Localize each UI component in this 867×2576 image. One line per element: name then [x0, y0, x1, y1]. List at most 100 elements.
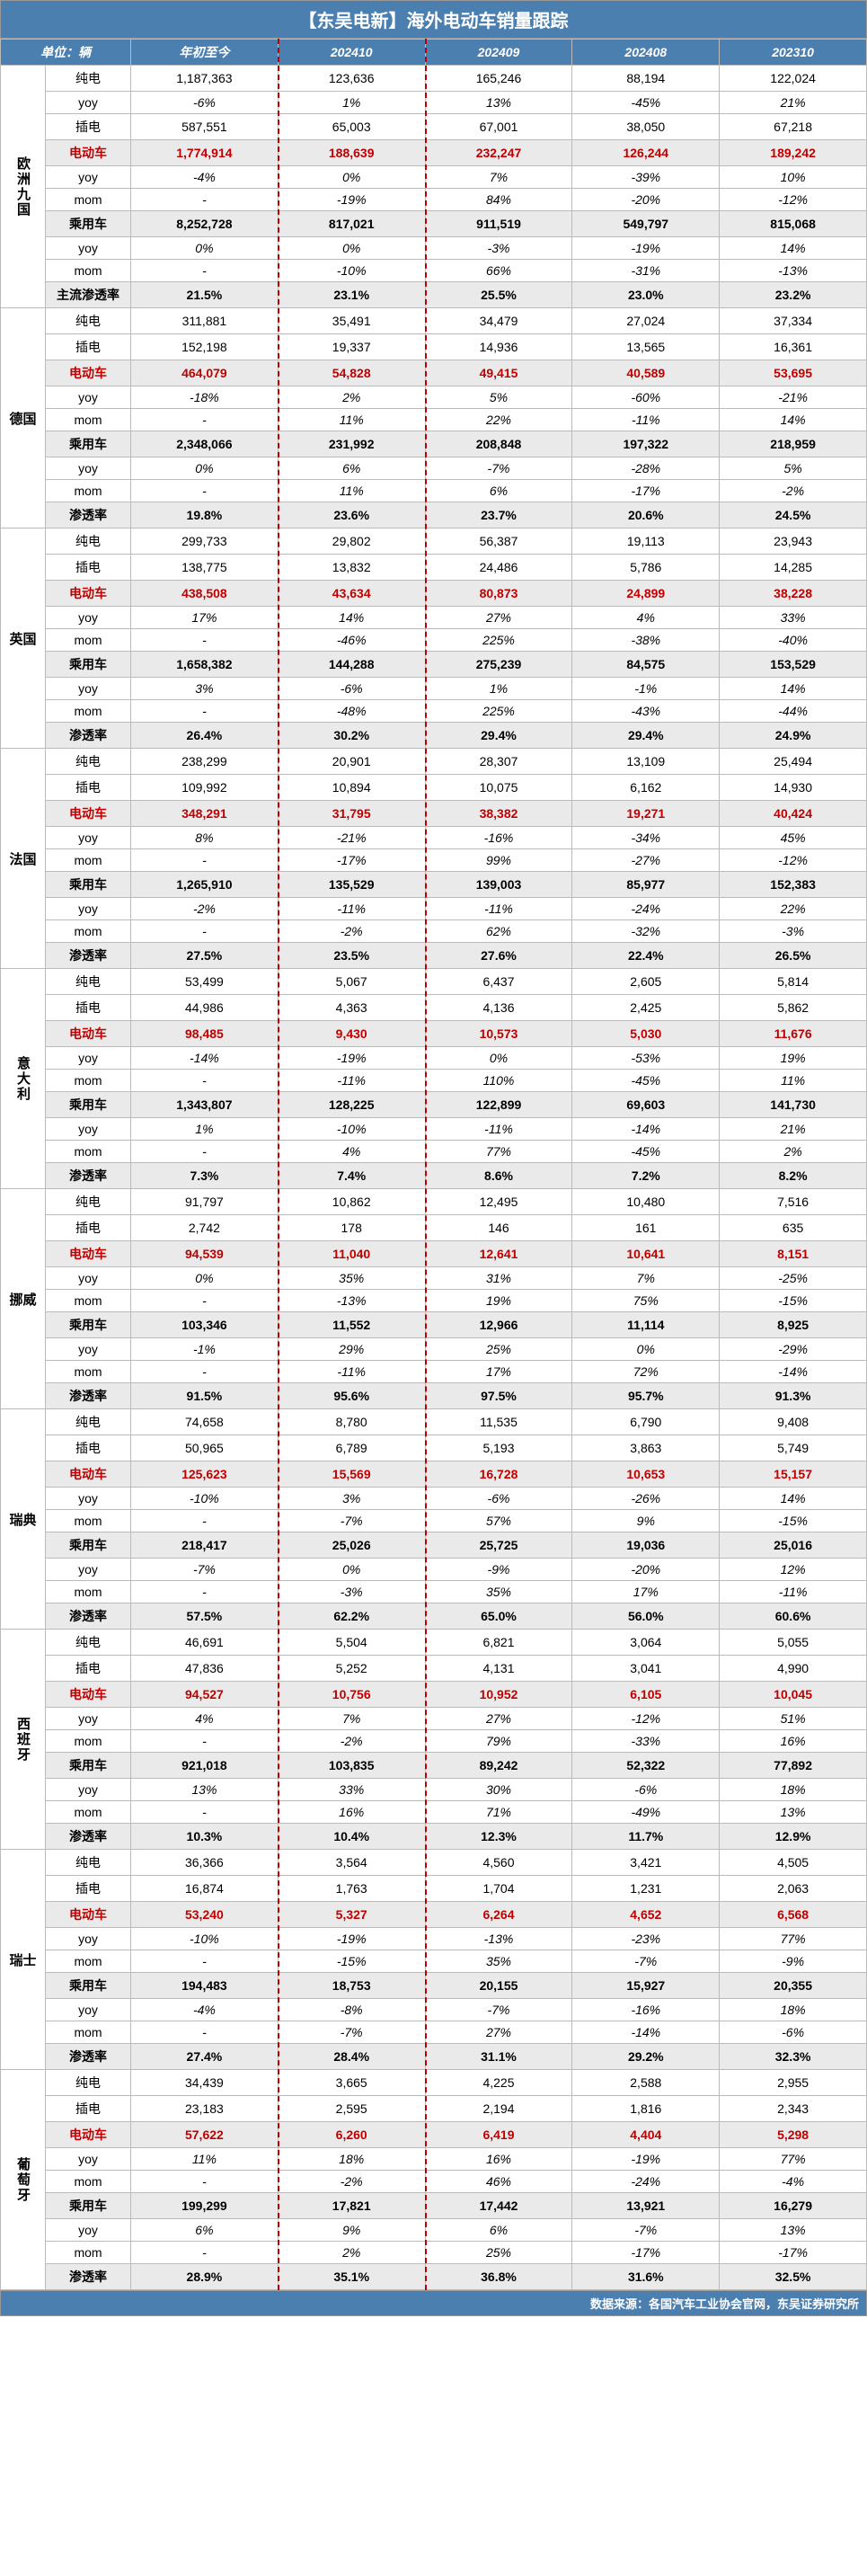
value-cell: 25%	[425, 1338, 572, 1361]
value-cell: 0%	[131, 237, 279, 260]
col-202408: 202408	[572, 40, 720, 66]
table-row: mom--17%99%-27%-12%	[1, 849, 867, 872]
value-cell: -19%	[572, 2148, 720, 2171]
metric-cell: 纯电	[46, 308, 131, 334]
value-cell: 28.9%	[131, 2264, 279, 2290]
value-cell: 2,588	[572, 2070, 720, 2096]
value-cell: -6%	[572, 1779, 720, 1801]
table-row: mom--11%110%-45%11%	[1, 1070, 867, 1092]
table-row: 渗透率27.5%23.5%27.6%22.4%26.5%	[1, 943, 867, 969]
value-cell: -11%	[425, 898, 572, 920]
table-row: 乘用车199,29917,82117,44213,92116,279	[1, 2193, 867, 2219]
value-cell: 10,045	[720, 1682, 867, 1708]
value-cell: -26%	[572, 1488, 720, 1510]
table-title: 【东吴电新】海外电动车销量跟踪	[0, 0, 867, 39]
value-cell: -21%	[720, 386, 867, 409]
value-cell: 6,437	[425, 969, 572, 995]
table-row: mom--7%27%-14%-6%	[1, 2021, 867, 2044]
metric-cell: 渗透率	[46, 1163, 131, 1189]
value-cell: 152,198	[131, 334, 279, 360]
value-cell: 28,307	[425, 749, 572, 775]
value-cell: 141,730	[720, 1092, 867, 1118]
value-cell: 152,383	[720, 872, 867, 898]
value-cell: 14%	[720, 1488, 867, 1510]
region-cell: 英国	[1, 529, 46, 749]
value-cell: 20,901	[278, 749, 425, 775]
value-cell: 3,064	[572, 1630, 720, 1656]
metric-cell: mom	[46, 260, 131, 282]
value-cell: 13,832	[278, 555, 425, 581]
value-cell: 80,873	[425, 581, 572, 607]
value-cell: 29,802	[278, 529, 425, 555]
metric-cell: yoy	[46, 386, 131, 409]
value-cell: -7%	[572, 2219, 720, 2242]
value-cell: 1,704	[425, 1876, 572, 1902]
value-cell: -16%	[572, 1999, 720, 2021]
metric-cell: yoy	[46, 2148, 131, 2171]
value-cell: -11%	[425, 1118, 572, 1141]
value-cell: 65.0%	[425, 1603, 572, 1630]
value-cell: -18%	[131, 386, 279, 409]
value-cell: -45%	[572, 1070, 720, 1092]
value-cell: 8.6%	[425, 1163, 572, 1189]
value-cell: 7,516	[720, 1189, 867, 1215]
table-row: mom--13%19%75%-15%	[1, 1290, 867, 1312]
metric-cell: mom	[46, 2021, 131, 2044]
value-cell: 11,114	[572, 1312, 720, 1338]
value-cell: 16%	[425, 2148, 572, 2171]
table-row: mom-4%77%-45%2%	[1, 1141, 867, 1163]
value-cell: 32.3%	[720, 2044, 867, 2070]
metric-cell: 电动车	[46, 1021, 131, 1047]
value-cell: 6%	[278, 457, 425, 480]
value-cell: -	[131, 1801, 279, 1824]
value-cell: -	[131, 1730, 279, 1753]
value-cell: 84,575	[572, 652, 720, 678]
value-cell: -38%	[572, 629, 720, 652]
metric-cell: 乘用车	[46, 652, 131, 678]
table-row: 瑞士纯电36,3663,5644,5603,4214,505	[1, 1850, 867, 1876]
value-cell: 29%	[278, 1338, 425, 1361]
metric-cell: 插电	[46, 775, 131, 801]
metric-cell: 纯电	[46, 1630, 131, 1656]
value-cell: 15,927	[572, 1973, 720, 1999]
value-cell: 238,299	[131, 749, 279, 775]
value-cell: 125,623	[131, 1461, 279, 1488]
value-cell: -7%	[572, 1950, 720, 1973]
value-cell: 275,239	[425, 652, 572, 678]
value-cell: -10%	[278, 1118, 425, 1141]
value-cell: 311,881	[131, 308, 279, 334]
value-cell: -6%	[131, 92, 279, 114]
value-cell: -4%	[131, 166, 279, 189]
value-cell: 138,775	[131, 555, 279, 581]
table-row: mom-2%25%-17%-17%	[1, 2242, 867, 2264]
value-cell: 123,636	[278, 66, 425, 92]
value-cell: 11.7%	[572, 1824, 720, 1850]
value-cell: 13,109	[572, 749, 720, 775]
metric-cell: 乘用车	[46, 1973, 131, 1999]
value-cell: 5,814	[720, 969, 867, 995]
value-cell: -28%	[572, 457, 720, 480]
value-cell: 77%	[425, 1141, 572, 1163]
value-cell: -14%	[572, 2021, 720, 2044]
table-row: mom--10%66%-31%-13%	[1, 260, 867, 282]
value-cell: -7%	[425, 457, 572, 480]
value-cell: -24%	[572, 898, 720, 920]
value-cell: 218,417	[131, 1532, 279, 1559]
value-cell: 36.8%	[425, 2264, 572, 2290]
value-cell: -25%	[720, 1267, 867, 1290]
value-cell: 11,040	[278, 1241, 425, 1267]
metric-cell: 渗透率	[46, 723, 131, 749]
table-row: 电动车125,62315,56916,72810,65315,157	[1, 1461, 867, 1488]
value-cell: 17,442	[425, 2193, 572, 2219]
metric-cell: 渗透率	[46, 2044, 131, 2070]
table-row: yoy-6%1%13%-45%21%	[1, 92, 867, 114]
value-cell: -9%	[425, 1559, 572, 1581]
table-row: yoy11%18%16%-19%77%	[1, 2148, 867, 2171]
metric-cell: 渗透率	[46, 1383, 131, 1409]
value-cell: 30.2%	[278, 723, 425, 749]
value-cell: 20,155	[425, 1973, 572, 1999]
value-cell: 94,527	[131, 1682, 279, 1708]
value-cell: 7.2%	[572, 1163, 720, 1189]
value-cell: 31,795	[278, 801, 425, 827]
value-cell: 25,026	[278, 1532, 425, 1559]
